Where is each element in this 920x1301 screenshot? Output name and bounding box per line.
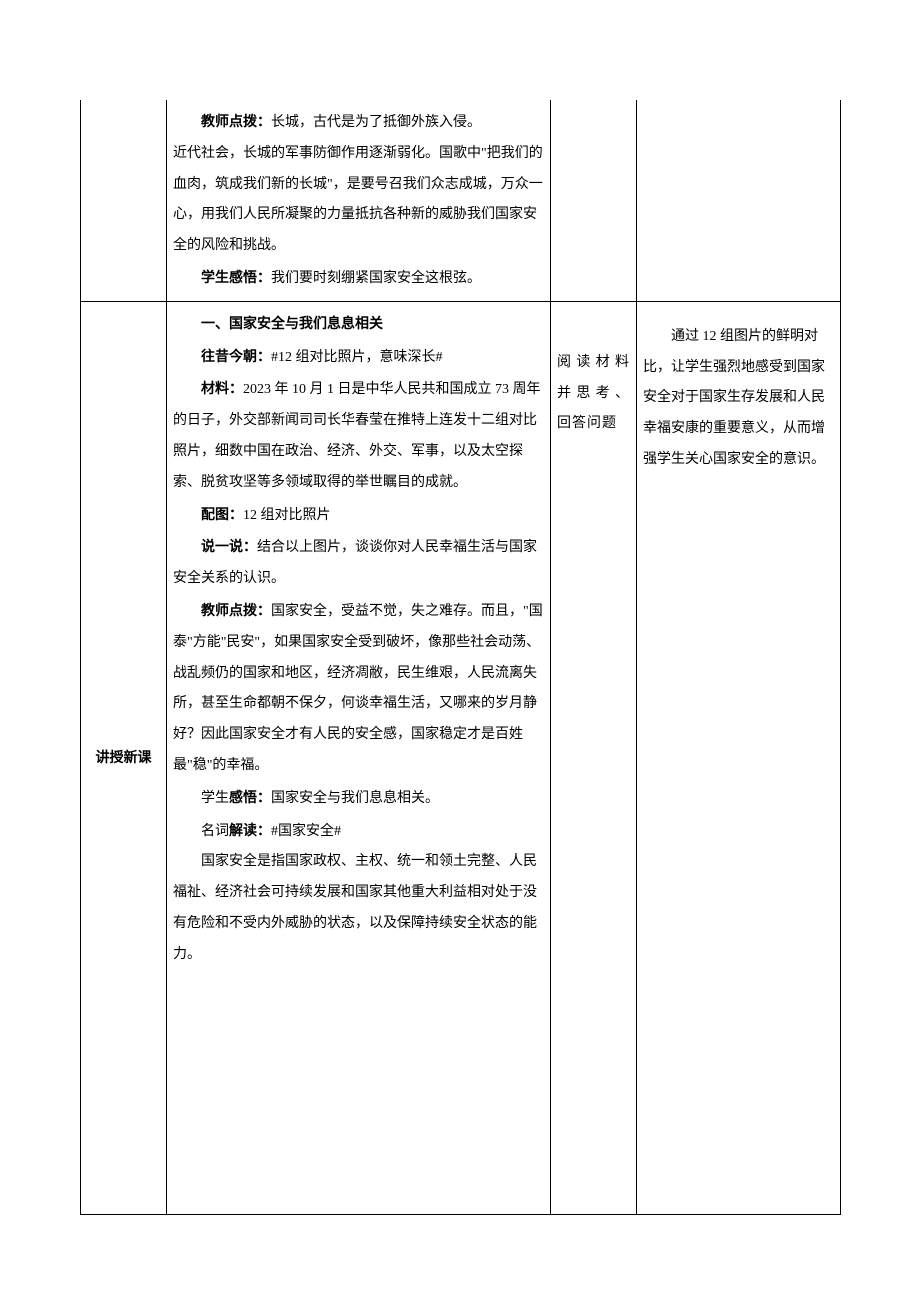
cell-activity: 阅读材料并思考、回答问题	[551, 301, 637, 1214]
prefix: 名词	[201, 824, 229, 839]
text: #12 组对比照片，意味深长#	[271, 350, 443, 365]
activity-text: 阅读材料并思考、回答问题	[557, 348, 630, 440]
student-insight-2: 学生感悟：国家安全与我们息息相关。	[173, 782, 544, 815]
body-text: 近代社会，长城的军事防御作用逐渐弱化。国歌中"把我们的血肉，筑成我们新的长城"，…	[173, 139, 544, 262]
student-insight: 学生感悟：我们要时刻绷紧国家安全这根弦。	[173, 262, 544, 295]
label-student-insight: 学生感悟：	[201, 269, 271, 285]
spacer	[173, 971, 544, 1002]
discuss: 说一说：结合以上图片，谈谈你对人民幸福生活与国家安全关系的认识。	[173, 531, 544, 595]
text: 国家安全与我们息息相关。	[271, 791, 439, 806]
label-teacher-note: 教师点拨：	[201, 602, 271, 618]
text: #国家安全#	[271, 824, 341, 839]
text: 长城，古代是为了抵御外族入侵。	[271, 115, 481, 130]
figure: 配图：12 组对比照片	[173, 499, 544, 532]
table-row: 讲授新课 一、国家安全与我们息息相关 往昔今朝：#12 组对比照片，意味深长# …	[81, 301, 841, 1214]
cell-stage: 讲授新课	[81, 301, 167, 1214]
prefix: 学生	[201, 791, 229, 806]
lesson-table: 教师点拨：长城，古代是为了抵御外族入侵。 近代社会，长城的军事防御作用逐渐弱化。…	[80, 100, 841, 1215]
label-teacher-note: 教师点拨：	[201, 113, 271, 129]
spacer	[557, 308, 630, 348]
heading-text: 一、国家安全与我们息息相关	[201, 315, 383, 331]
cell-content-prev: 教师点拨：长城，古代是为了抵御外族入侵。 近代社会，长城的军事防御作用逐渐弱化。…	[167, 100, 551, 301]
text: 12 组对比照片	[243, 508, 331, 523]
text: 2023 年 10 月 1 日是中华人民共和国成立 73 周年的日子，外交部新闻…	[173, 382, 541, 489]
teacher-note-2: 教师点拨：国家安全，受益不觉，失之难存。而且，"国泰"方能"民安"，如果国家安全…	[173, 595, 544, 782]
intent-text: 通过 12 组图片的鲜明对比，让学生强烈地感受到国家安全对于国家生存发展和人民幸…	[643, 322, 834, 476]
text: 国家安全，受益不觉，失之难存。而且，"国泰"方能"民安"，如果国家安全受到破坏，…	[173, 604, 543, 773]
cell-intent: 通过 12 组图片的鲜明对比，让学生强烈地感受到国家安全对于国家生存发展和人民幸…	[637, 301, 841, 1214]
label-past-present: 往昔今朝：	[201, 348, 271, 364]
label-material: 材料：	[201, 380, 243, 396]
table-row: 教师点拨：长城，古代是为了抵御外族入侵。 近代社会，长城的军事防御作用逐渐弱化。…	[81, 100, 841, 301]
section-heading: 一、国家安全与我们息息相关	[173, 308, 544, 341]
label-term: 解读：	[229, 822, 271, 838]
teacher-note: 教师点拨：长城，古代是为了抵御外族入侵。	[173, 106, 544, 139]
stage-wrap: 讲授新课	[87, 308, 160, 1208]
cell-stage-prev	[81, 100, 167, 301]
label-insight: 感悟：	[229, 789, 271, 805]
term-explain: 名词解读：#国家安全#	[173, 815, 544, 848]
label-discuss: 说一说：	[201, 538, 257, 554]
text: 我们要时刻绷紧国家安全这根弦。	[271, 271, 481, 286]
label-figure: 配图：	[201, 506, 243, 522]
stage-label: 讲授新课	[96, 742, 152, 773]
cell-intent-prev	[637, 100, 841, 301]
cell-content: 一、国家安全与我们息息相关 往昔今朝：#12 组对比照片，意味深长# 材料：20…	[167, 301, 551, 1214]
document-page: 教师点拨：长城，古代是为了抵御外族入侵。 近代社会，长城的军事防御作用逐渐弱化。…	[0, 0, 920, 1275]
spacer	[643, 308, 834, 322]
definition-text: 国家安全是指国家政权、主权、统一和领土完整、人民福祉、经济社会可持续发展和国家其…	[173, 847, 544, 970]
cell-activity-prev	[551, 100, 637, 301]
material: 材料：2023 年 10 月 1 日是中华人民共和国成立 73 周年的日子，外交…	[173, 373, 544, 498]
past-present: 往昔今朝：#12 组对比照片，意味深长#	[173, 341, 544, 374]
